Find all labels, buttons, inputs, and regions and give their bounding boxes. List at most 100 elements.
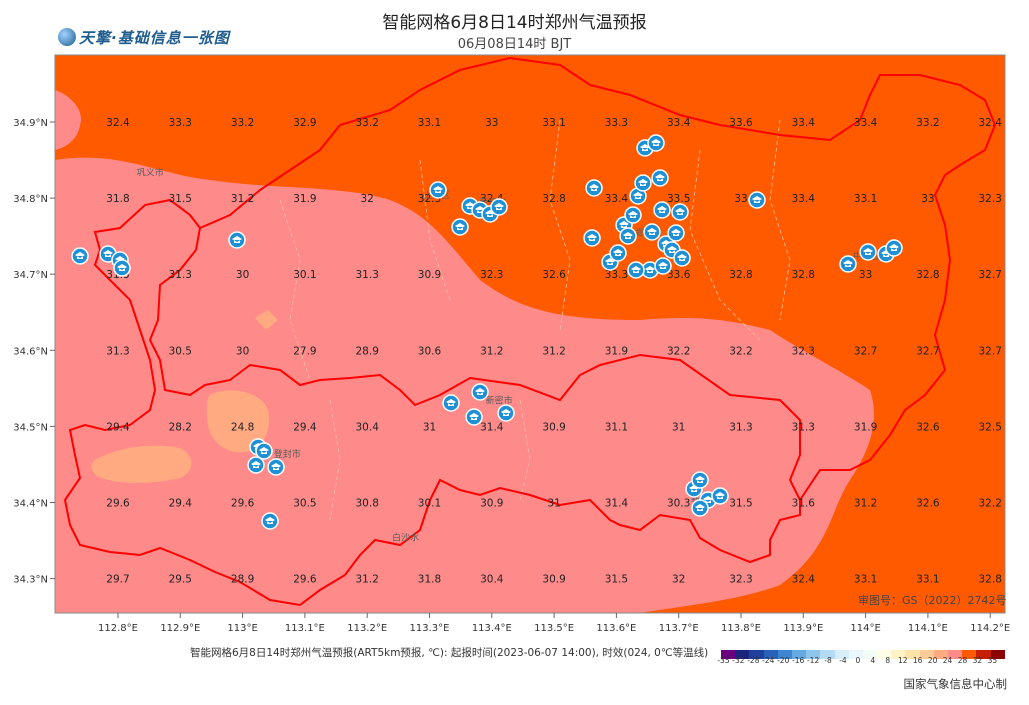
school-icon — [267, 458, 285, 476]
legend-label: 28 — [957, 656, 968, 665]
school-icon — [619, 227, 637, 245]
legend-swatch — [976, 650, 991, 659]
legend-label: 12 — [897, 656, 908, 665]
grid-temperature-value: 32.3 — [480, 269, 503, 281]
lon-tick-label: 112.9°E — [160, 623, 200, 634]
grid-temperature-value: 31.9 — [854, 421, 877, 433]
grid-temperature-value: 32.6 — [542, 269, 566, 281]
school-icon — [261, 512, 279, 530]
grid-temperature-value: 31.3 — [106, 345, 129, 357]
legend-swatch — [891, 650, 906, 659]
grid-temperature-value: 32.4 — [979, 117, 1003, 129]
grid-temperature-value: 33.3 — [169, 117, 192, 129]
school-icon — [671, 203, 689, 221]
grid-temperature-value: 32.8 — [979, 574, 1002, 586]
school-icon — [429, 181, 447, 199]
grid-temperature-value: 33.4 — [605, 193, 629, 205]
warm-temperature-zone — [55, 157, 874, 613]
latitude-axis: 34.9°N 34.8°N 34.7°N 34.6°N 34.5°N 34.4°N 34.3… — [13, 118, 55, 586]
grid-temperature-value: 33.4 — [792, 117, 816, 129]
school-icon — [653, 201, 671, 219]
school-icon — [247, 456, 265, 474]
grid-temperature-value: 32.7 — [979, 345, 1002, 357]
grid-temperature-value: 33.4 — [792, 193, 816, 205]
grid-temperature-value: 33.2 — [916, 117, 939, 129]
grid-temperature-value: 28.9 — [231, 574, 254, 586]
school-icon — [859, 243, 877, 261]
map-border — [54, 54, 1006, 614]
grid-temperature-value: 31.8 — [106, 193, 129, 205]
grid-temperature-value: 30.9 — [480, 498, 503, 510]
map-frame — [55, 55, 1005, 613]
lat-tick-label: 34.9°N — [13, 118, 48, 129]
school-icon — [839, 255, 857, 273]
grid-temperature-value: 33 — [734, 193, 747, 205]
grid-temperature-value: 29.4 — [169, 498, 193, 510]
zhengzhou-boundary — [63, 198, 801, 607]
legend-label: 24 — [942, 656, 953, 665]
grid-temperature-value: 32.8 — [729, 269, 752, 281]
legend-label: -24 — [762, 656, 775, 665]
school-icon — [497, 404, 515, 422]
grid-temperature-value: 32 — [361, 193, 374, 205]
grid-temperature-value: 30.8 — [356, 498, 379, 510]
lon-tick-label: 114.2°E — [970, 623, 1010, 634]
grid-temperature-value: 32.8 — [916, 269, 939, 281]
school-icon — [629, 187, 647, 205]
grid-temperature-value: 29.4 — [293, 421, 317, 433]
legend-swatch — [877, 650, 892, 659]
grid-temperature-value: 33.2 — [231, 117, 254, 129]
grid-temperature-value: 32.2 — [729, 345, 752, 357]
grid-temperature-value: 33.1 — [854, 574, 877, 586]
grid-temperature-value: 32 — [672, 574, 685, 586]
grid-temperature-value: 28.9 — [356, 345, 379, 357]
lon-tick-label: 113.3°E — [410, 623, 450, 634]
grid-temperature-value: 33.1 — [542, 117, 565, 129]
school-icon — [471, 383, 489, 401]
school-icon — [691, 471, 709, 489]
brand-logo: 天擎·基础信息一张图 — [58, 27, 230, 48]
grid-temperature-value: 31.9 — [605, 345, 628, 357]
legend-label: -4 — [839, 656, 847, 665]
grid-temperature-value: 31.2 — [480, 345, 503, 357]
lat-tick-label: 34.6°N — [13, 346, 48, 357]
grid-temperature-value: 31.8 — [418, 574, 441, 586]
lon-tick-label: 113.2°E — [347, 623, 387, 634]
school-icon — [113, 259, 131, 277]
grid-temperature-value: 30.9 — [542, 421, 565, 433]
school-icon — [654, 257, 672, 275]
grid-temperature-value: 32.7 — [916, 345, 939, 357]
grid-temperature-value: 31.4 — [480, 421, 504, 433]
map-subtitle: 06月08日14时 BJT — [457, 37, 572, 52]
grid-temperature-value: 30.9 — [418, 269, 441, 281]
grid-temperature-value: 33.3 — [605, 117, 628, 129]
legend-label: -16 — [792, 656, 805, 665]
place-label: 白沙水 — [392, 532, 419, 544]
legend-label: 35 — [987, 656, 998, 665]
grid-temperature-value: 31.3 — [792, 421, 815, 433]
legend-swatch — [749, 650, 764, 659]
grid-temperature-value: 33.6 — [729, 117, 753, 129]
mild-temperature-zone — [206, 390, 270, 453]
grid-temperature-value: 33.1 — [854, 193, 877, 205]
review-number: 审图号：GS（2022）2742号 — [858, 594, 1007, 607]
grid-temperature-value: 32.6 — [916, 498, 940, 510]
grid-temperature-value: 31.3 — [169, 269, 192, 281]
lon-tick-label: 112.8°E — [98, 623, 138, 634]
grid-temperature-value: 30.4 — [480, 574, 504, 586]
grid-temperature-value: 32.2 — [667, 345, 690, 357]
grid-temperature-value: 29.6 — [106, 498, 130, 510]
grid-temperature-value: 33.5 — [667, 193, 690, 205]
school-icon — [885, 239, 903, 257]
school-icon — [691, 499, 709, 517]
grid-temperature-value: 31.2 — [854, 498, 877, 510]
legend-label: -8 — [824, 656, 832, 665]
school-icon — [585, 179, 603, 197]
grid-temperature-value: 31.6 — [792, 498, 816, 510]
county-line — [419, 159, 451, 301]
grid-temperature-value: 32.4 — [792, 574, 816, 586]
grid-temperature-value: 33.4 — [667, 117, 691, 129]
grid-temperature-value: 32.3 — [792, 345, 815, 357]
grid-temperature-value: 31.3 — [729, 421, 752, 433]
